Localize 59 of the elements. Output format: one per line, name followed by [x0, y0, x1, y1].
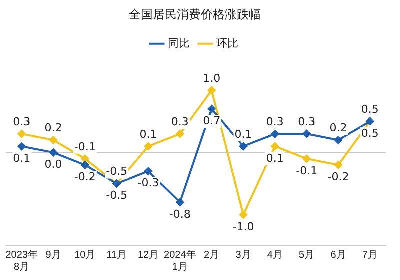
x-tick-label: 3月: [236, 250, 252, 261]
data-label: -1.0: [232, 220, 254, 234]
x-tick-label: 9月: [46, 250, 62, 261]
point: [334, 161, 342, 170]
x-tick-label: 2月: [204, 250, 220, 261]
point: [144, 167, 152, 176]
point: [271, 142, 280, 150]
data-label: 0.5: [361, 102, 379, 116]
x-tick-label: 2023年 8月: [6, 248, 38, 273]
data-label: 0.1: [13, 152, 31, 165]
point: [144, 142, 152, 150]
point: [271, 130, 280, 138]
point: [334, 136, 342, 144]
x-tick-label: 11月: [106, 250, 128, 261]
data-label: 0.7: [203, 114, 221, 128]
data-label: 0.3: [298, 115, 316, 128]
x-tick-label: 10月: [74, 250, 96, 261]
x-tick-label: 5月: [299, 250, 315, 261]
data-label: 0.0: [44, 158, 62, 172]
point: [302, 154, 311, 163]
data-label: 0.1: [140, 128, 158, 141]
point: [208, 86, 216, 94]
data-label: 0.5: [361, 126, 379, 140]
data-label: -0.2: [328, 170, 350, 184]
data-label: -0.8: [169, 208, 191, 221]
point: [240, 210, 248, 219]
x-tick-label: 7月: [362, 250, 378, 261]
point: [50, 148, 58, 157]
point: [302, 130, 311, 138]
data-label: 0.3: [171, 115, 189, 128]
x-tick-label: 12月: [138, 250, 160, 261]
x-tick-label: 4月: [267, 250, 283, 261]
legend-label: 同比: [168, 36, 190, 50]
data-label: 0.2: [44, 122, 62, 135]
point: [208, 105, 216, 114]
data-label: -0.1: [74, 140, 96, 154]
point: [81, 154, 90, 163]
point: [176, 198, 184, 206]
data-label: 0.1: [266, 152, 284, 165]
point: [81, 161, 90, 170]
chart-title: 全国居民消费价格涨跌幅: [129, 7, 261, 22]
data-label: -0.2: [74, 170, 96, 184]
data-label: 0.3: [266, 115, 284, 128]
data-label: -0.3: [138, 176, 160, 190]
point: [18, 130, 26, 138]
data-label: 1.0: [203, 72, 221, 85]
point: [176, 130, 184, 138]
point: [18, 142, 26, 150]
point: [50, 136, 58, 144]
data-label: 0.2: [330, 122, 348, 135]
data-label: -0.1: [296, 164, 318, 178]
data-label: 0.3: [13, 115, 31, 128]
data-label: 0.1: [234, 128, 252, 141]
x-tick-label: 2024年 1月: [164, 248, 196, 273]
point: [240, 142, 248, 150]
legend-label: 环比: [216, 36, 238, 50]
data-label: -0.5: [106, 189, 128, 202]
data-label: -0.5: [106, 165, 128, 178]
x-tick-label: 6月: [330, 250, 346, 261]
